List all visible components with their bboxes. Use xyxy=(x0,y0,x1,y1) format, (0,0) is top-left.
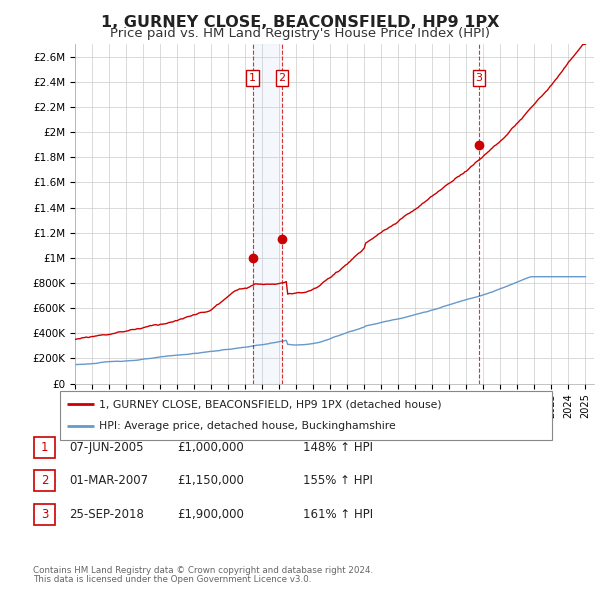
Text: 25-SEP-2018: 25-SEP-2018 xyxy=(69,508,144,521)
Text: 1, GURNEY CLOSE, BEACONSFIELD, HP9 1PX (detached house): 1, GURNEY CLOSE, BEACONSFIELD, HP9 1PX (… xyxy=(100,399,442,409)
Text: 161% ↑ HPI: 161% ↑ HPI xyxy=(303,508,373,521)
Text: 148% ↑ HPI: 148% ↑ HPI xyxy=(303,441,373,454)
Text: This data is licensed under the Open Government Licence v3.0.: This data is licensed under the Open Gov… xyxy=(33,575,311,584)
Text: 3: 3 xyxy=(41,508,48,521)
Text: £1,900,000: £1,900,000 xyxy=(177,508,244,521)
Text: 1: 1 xyxy=(249,73,256,83)
Text: 2: 2 xyxy=(41,474,48,487)
Text: 1: 1 xyxy=(41,441,48,454)
Text: 07-JUN-2005: 07-JUN-2005 xyxy=(69,441,143,454)
Text: 01-MAR-2007: 01-MAR-2007 xyxy=(69,474,148,487)
Text: HPI: Average price, detached house, Buckinghamshire: HPI: Average price, detached house, Buck… xyxy=(100,421,396,431)
Bar xyxy=(253,44,282,384)
Text: 2: 2 xyxy=(278,73,286,83)
Text: 3: 3 xyxy=(475,73,482,83)
Text: 155% ↑ HPI: 155% ↑ HPI xyxy=(303,474,373,487)
Text: Price paid vs. HM Land Registry's House Price Index (HPI): Price paid vs. HM Land Registry's House … xyxy=(110,27,490,40)
Text: Contains HM Land Registry data © Crown copyright and database right 2024.: Contains HM Land Registry data © Crown c… xyxy=(33,566,373,575)
Text: £1,150,000: £1,150,000 xyxy=(177,474,244,487)
Text: £1,000,000: £1,000,000 xyxy=(177,441,244,454)
Text: 1, GURNEY CLOSE, BEACONSFIELD, HP9 1PX: 1, GURNEY CLOSE, BEACONSFIELD, HP9 1PX xyxy=(101,15,499,30)
